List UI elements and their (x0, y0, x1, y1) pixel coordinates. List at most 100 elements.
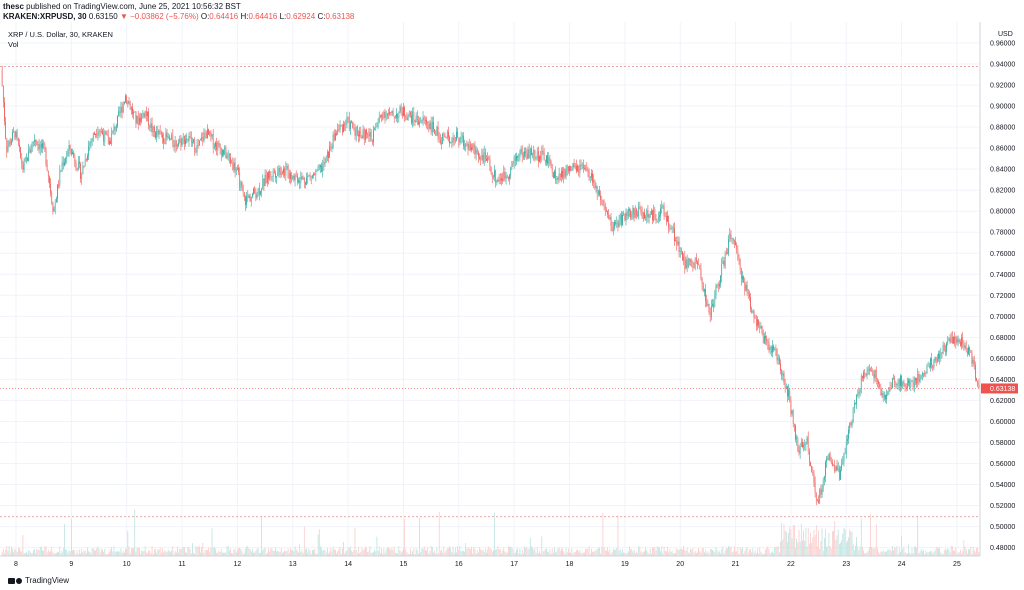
volume-bar (845, 542, 847, 556)
candle-body (292, 176, 294, 179)
candle-body (646, 210, 648, 218)
candle-body (111, 133, 113, 144)
candle-body (172, 135, 174, 145)
candle-body (164, 143, 166, 144)
candle-body (211, 134, 213, 137)
candle-body (652, 210, 653, 221)
candle-body (216, 142, 217, 151)
volume-bar (226, 546, 228, 556)
candle-body (258, 188, 260, 195)
candle-body (341, 126, 343, 133)
candle-body (250, 196, 252, 202)
volume-bar (458, 550, 460, 556)
candle-body (880, 387, 882, 396)
volume-bar (383, 548, 385, 556)
x-tick-label: 25 (953, 561, 961, 568)
candle-body (558, 173, 560, 180)
volume-bar (97, 546, 99, 556)
volume-bar (192, 543, 193, 556)
candle-body (368, 133, 370, 137)
volume-bar (368, 551, 370, 556)
candle-body (171, 135, 173, 140)
volume-bar (362, 550, 364, 556)
volume-bar (441, 549, 442, 556)
volume-bar (375, 551, 377, 556)
volume-bar (634, 552, 636, 556)
volume-bar (570, 552, 571, 556)
candle-body (50, 183, 51, 193)
volume-bar (466, 548, 468, 556)
volume-bar (273, 550, 275, 556)
volume-bar (978, 551, 980, 556)
ticker-summary: KRAKEN:XRPUSD, 30 0.63150 ▼ −0.03862 (−5… (3, 12, 354, 21)
volume-bar (889, 549, 891, 556)
time-axis[interactable]: 8 9 10 11 12 13 14 15 16 17 18 19 20 21 22 23 24 25 (14, 561, 961, 568)
candle-body (742, 276, 743, 280)
candle-body (699, 264, 701, 270)
volume-bar (359, 553, 360, 556)
candle-body (642, 212, 644, 219)
candle-body (735, 241, 736, 246)
volume-bar (918, 553, 920, 556)
volume-bar (204, 550, 206, 556)
volume-bar (445, 550, 447, 556)
tradingview-footer[interactable]: TradingView (8, 576, 69, 585)
candle-body (601, 199, 603, 201)
open-value: 0.64416 (209, 12, 239, 21)
volume-bar (958, 551, 960, 556)
volume-bar (603, 547, 605, 556)
candle-body (365, 130, 366, 140)
candle-body (834, 465, 836, 472)
candle-body (279, 167, 281, 175)
candle-body (503, 171, 505, 181)
candle-body (555, 171, 557, 181)
volume-bar (46, 552, 48, 556)
candle-body (588, 171, 590, 179)
volume-bar (373, 552, 374, 556)
y-tick-label: 0.54000 (990, 482, 1015, 489)
volume-bar (716, 549, 718, 556)
volume-bar (264, 547, 266, 556)
volume-bar (976, 548, 977, 556)
candle-body (894, 378, 896, 382)
volume-bar (446, 548, 448, 556)
candle-body (518, 156, 520, 158)
volume-bar (328, 553, 329, 556)
volume-bar (188, 547, 190, 556)
volume-bar (622, 549, 623, 556)
volume-bar (752, 548, 754, 556)
candle-body (441, 142, 442, 144)
candle-body (185, 139, 186, 145)
price-axis[interactable]: 0.960000.940000.920000.900000.880000.860… (990, 41, 1015, 553)
volume-bar (977, 547, 979, 556)
candle-body (798, 450, 800, 454)
volume-bar (310, 553, 312, 556)
volume-bar (837, 529, 839, 556)
volume-bar (62, 547, 64, 556)
candle-body (469, 143, 471, 150)
volume-bar (840, 542, 841, 556)
dashed-levels (0, 66, 980, 518)
volume-bar (529, 537, 531, 556)
candle-body (805, 441, 807, 445)
volume-bar (64, 523, 65, 556)
series-legend-title[interactable]: XRP / U.S. Dollar, 30, KRAKEN (8, 30, 113, 39)
candle-body (705, 289, 706, 301)
candle-body (228, 154, 230, 158)
volume-bar (493, 550, 494, 556)
volume-bar (390, 549, 392, 556)
candle-body (149, 125, 151, 128)
candle-body (582, 164, 584, 169)
candle-body (664, 215, 666, 217)
y-tick-label: 0.48000 (990, 545, 1015, 552)
volume-bar (20, 551, 21, 556)
candle-body (323, 162, 325, 166)
candle-body (527, 149, 529, 159)
volume-bar (612, 548, 614, 556)
volume-legend[interactable]: Vol (8, 40, 19, 49)
candle-body (306, 177, 307, 185)
volume-bar (32, 550, 34, 556)
candle-body (546, 155, 547, 163)
volume-bar (190, 553, 192, 556)
